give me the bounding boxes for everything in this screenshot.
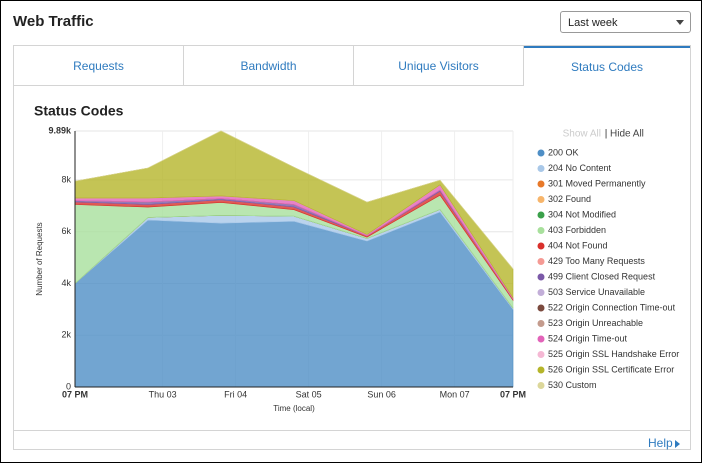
tab[interactable]: Requests: [14, 46, 184, 86]
x-axis-label: Time (local): [273, 404, 315, 413]
legend-swatch: [537, 227, 545, 234]
x-tick-label: Mon 07: [440, 389, 470, 399]
help-arrow: [674, 439, 680, 448]
x-tick-label: 07 PM: [500, 389, 526, 399]
area: [74, 211, 514, 388]
legend-swatch: [537, 258, 545, 265]
tab[interactable]: Unique Visitors: [354, 46, 524, 86]
legend-label: 523 Origin Unreachable: [548, 318, 643, 328]
legend-swatch: [537, 211, 545, 219]
y-axis-label: Number of Requests: [35, 222, 44, 295]
legend-label: 499 Client Closed Request: [548, 271, 656, 281]
legend-label: 522 Origin Connection Time-out: [548, 302, 676, 312]
legend-swatch: [537, 165, 545, 172]
range-select-value: Last week: [568, 17, 618, 29]
legend-label: 503 Service Unavailable: [548, 287, 645, 297]
legend-label: 404 Not Found: [548, 240, 608, 250]
legend-label: 302 Found: [548, 194, 591, 204]
x-tick-label: 07 PM: [62, 389, 88, 399]
legend-swatch: [537, 289, 545, 296]
show-all[interactable]: Show All: [563, 129, 601, 140]
legend-swatch: [537, 273, 545, 281]
legend-separator: |: [605, 129, 608, 140]
help-link[interactable]: Help: [648, 436, 680, 450]
y-tick-label: 2k: [61, 330, 71, 340]
legend-label: 403 Forbidden: [548, 225, 606, 235]
legend-swatch: [537, 382, 545, 389]
legend-swatch: [537, 242, 545, 250]
help-text: Help: [648, 436, 673, 450]
legend-swatch: [537, 351, 545, 358]
tab[interactable]: Status Codes: [524, 46, 690, 86]
legend-label: 524 Origin Time-out: [548, 333, 628, 343]
x-tick-label: Sat 05: [296, 389, 322, 399]
x-tick-label: Fri 04: [224, 389, 247, 399]
legend-swatch: [537, 196, 545, 203]
tab[interactable]: Bandwidth: [184, 46, 354, 86]
legend-swatch: [537, 304, 545, 312]
hide-all[interactable]: Hide All: [610, 129, 644, 140]
legend-swatch: [537, 366, 545, 374]
legend-label: 304 Not Modified: [548, 209, 616, 219]
legend-label: 530 Custom: [548, 380, 597, 390]
x-tick-label: Sun 06: [367, 389, 396, 399]
legend-label: 525 Origin SSL Handshake Error: [548, 349, 679, 359]
range-select[interactable]: Last week: [560, 11, 691, 33]
legend-swatch: [537, 180, 545, 188]
legend-label: 200 OK: [548, 147, 579, 157]
legend-label: 429 Too Many Requests: [548, 256, 645, 266]
legend-swatch: [537, 335, 545, 343]
widget-title: Web Traffic: [13, 13, 94, 30]
y-tick-label: 6k: [61, 226, 71, 236]
legend-label: 526 Origin SSL Certificate Error: [548, 364, 674, 374]
x-tick-label: Thu 03: [149, 389, 177, 399]
panel: Requests Bandwidth Unique Visitors Statu…: [13, 45, 691, 450]
legend-swatch: [537, 149, 545, 157]
legend-label: 204 No Content: [548, 163, 612, 173]
legend-swatch: [537, 320, 545, 327]
legend-label: 301 Moved Permanently: [548, 178, 646, 188]
panel-footer: [14, 430, 690, 451]
chart-title: Status Codes: [34, 103, 124, 119]
y-tick-label: 4k: [61, 278, 71, 288]
y-tick-label: 8k: [61, 174, 71, 184]
select-caret: [676, 20, 684, 25]
y-tick-label: 0: [66, 381, 71, 391]
y-tick-label: 9.89k: [48, 125, 72, 135]
